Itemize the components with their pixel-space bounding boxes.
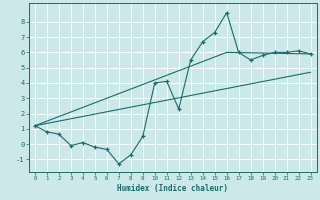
X-axis label: Humidex (Indice chaleur): Humidex (Indice chaleur)	[117, 184, 228, 193]
